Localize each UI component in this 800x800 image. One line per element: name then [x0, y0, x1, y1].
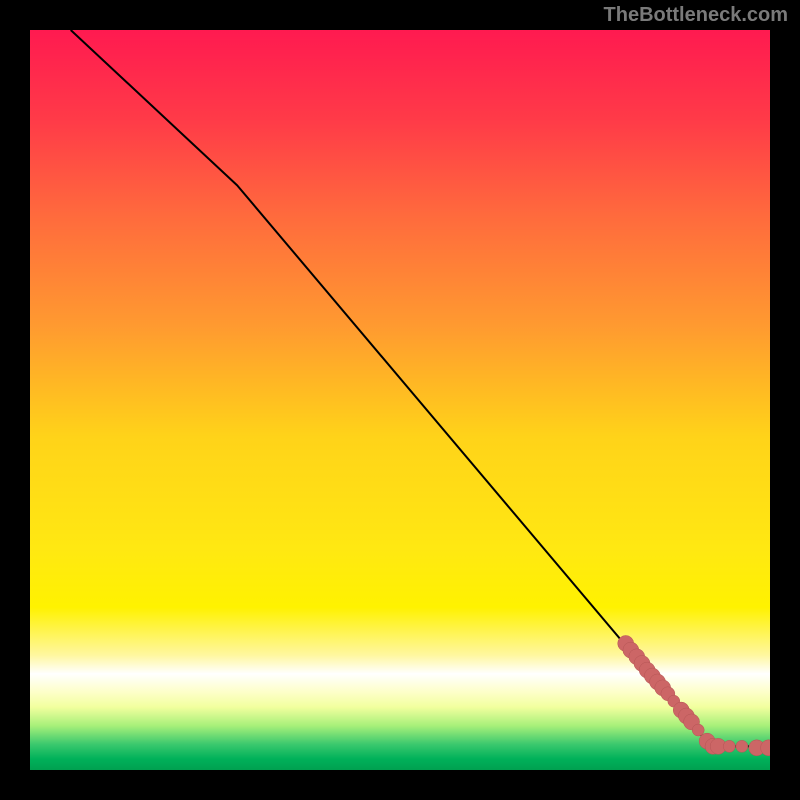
gradient-background — [30, 30, 770, 770]
watermark-text: TheBottleneck.com — [604, 4, 788, 27]
marker-point — [723, 740, 735, 752]
chart-svg — [30, 30, 770, 770]
marker-point — [736, 740, 748, 752]
chart-plot-area — [30, 30, 770, 770]
marker-point — [692, 724, 704, 736]
